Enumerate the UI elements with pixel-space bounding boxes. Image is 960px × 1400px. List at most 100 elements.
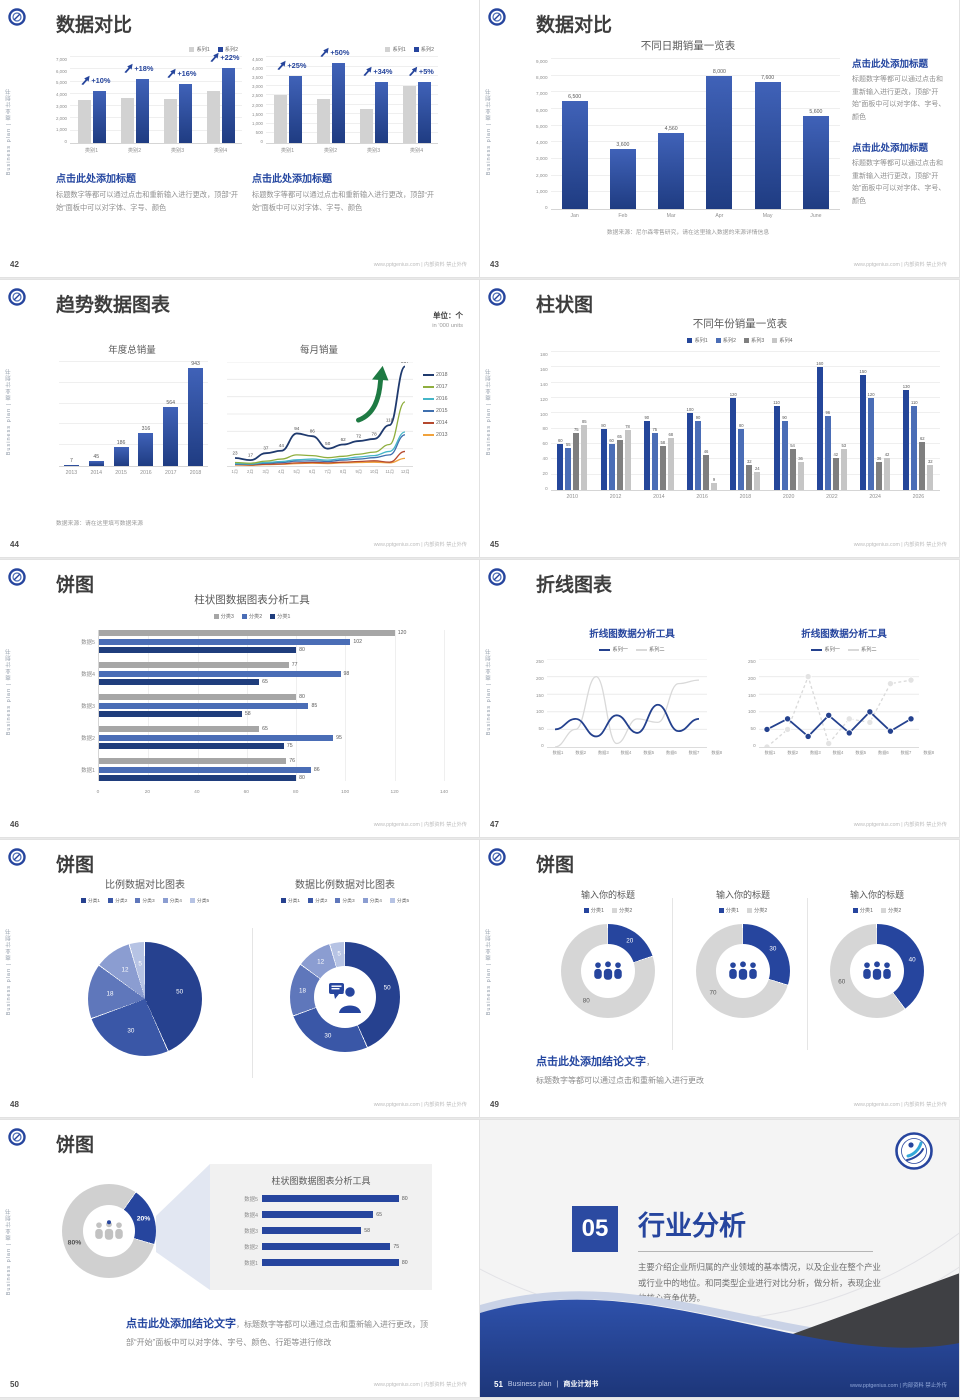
page-number: 45 bbox=[490, 540, 499, 549]
block-heading: 点击此处添加标题 bbox=[252, 174, 332, 185]
slide-title: 趋势数据图表 bbox=[56, 295, 171, 316]
slide-title: 饼图 bbox=[56, 575, 95, 596]
chart-block: 不同日期销量一览表 9,000 8,000 7,000 6,000 5,000 4,000… bbox=[536, 38, 840, 236]
slide-thumbnail-46[interactable]: Business plan | 商业计划书 饼图 柱状图数据图表分析工具 分类3… bbox=[0, 559, 480, 838]
pie-block: 比例数据对比图表 分类1 分类2 分类3 分类4 分类5 bbox=[52, 876, 238, 904]
sidebar-vertical-text: Business plan | 商业计划书 bbox=[6, 368, 12, 456]
sidebar-vertical-text: Business plan | 商业计划书 bbox=[486, 368, 492, 456]
text-block-2: 点击此处添加标题 标题数字等都可以通过点击和重新输入进行更改，顶部“开始”面板中… bbox=[852, 140, 948, 208]
page-number: 50 bbox=[10, 1380, 19, 1389]
chart-legend: 2018 2017 2016 2015 2014 2013 bbox=[419, 362, 452, 438]
slide-thumbnail-43[interactable]: Business plan | 商业计划书 数据对比 不同日期销量一览表 9,0… bbox=[479, 0, 960, 278]
chart-block-right: 系列1 系列2 4,500 4,000 3,500 3,000 2,500 2,000 1,5… bbox=[252, 46, 438, 215]
footer-watermark: www.pptgenius.com | 内部资料 禁止外传 bbox=[373, 542, 467, 548]
divider bbox=[807, 898, 808, 1050]
page-number: 44 bbox=[10, 540, 19, 549]
chart-legend: 分类3 分类2 分类1 bbox=[60, 613, 444, 620]
text-block-1: 点击此处添加标题 标题数字等都可以通过点击和重新输入进行更改，顶部“开始”面板中… bbox=[852, 56, 948, 124]
funnel-connector bbox=[156, 1164, 210, 1290]
line-chart: 231737449486506272781182871月2月3月4月5月6月7月… bbox=[224, 359, 413, 475]
svg-text:72: 72 bbox=[356, 434, 362, 439]
chart-legend: 系列一 系列二 bbox=[536, 646, 728, 653]
divider bbox=[672, 898, 673, 1050]
people-group-icon bbox=[594, 960, 622, 981]
donut-chart-wrap: 50 30 18 12 5 bbox=[290, 942, 400, 1052]
slide-title: 柱状图 bbox=[536, 295, 594, 316]
bar-chart: 9,000 8,000 7,000 6,000 5,000 4,000 3,000 2,000… bbox=[536, 58, 840, 219]
people-group-icon bbox=[863, 960, 891, 981]
block-heading: 点击此处添加标题 bbox=[56, 174, 136, 185]
chart-title: 折线图数据分析工具 bbox=[589, 629, 675, 640]
brand-badge-icon bbox=[8, 848, 26, 866]
slide-thumbnail-50[interactable]: Business plan | 商业计划书 饼图 20% 80% 柱状图数据图表分… bbox=[0, 1119, 480, 1398]
slide-thumbnail-49[interactable]: Business plan | 商业计划书 饼图 输入你的标题 分类1 分类2 2… bbox=[479, 839, 960, 1118]
svg-text:78: 78 bbox=[372, 431, 378, 436]
horizontal-bar-chart: 数据5 120 102 80 数据4 77 98 65 数据3 80 85 58 数据2 65 95 75 数据… bbox=[81, 630, 449, 795]
page-number: 47 bbox=[490, 820, 499, 829]
block-heading: 点击此处添加标题 bbox=[852, 59, 929, 70]
chart-legend: 系列1 系列2 系列3 系列4 bbox=[540, 337, 940, 344]
line-chart: 250 200 150 100 50 0 数据1 数据2 数据3 数据4 数据5 数据6 数据7 数据8 bbox=[748, 658, 935, 755]
brand-badge-icon bbox=[488, 568, 506, 586]
slide-title: 数据对比 bbox=[536, 15, 613, 36]
chart-title: 数据比例数据对比图表 bbox=[295, 880, 395, 891]
section-description: 主要介绍企业所归属的产业领域的基本情况，以及企业在整个产业或行业中的地位。和同类… bbox=[638, 1262, 881, 1304]
page-number: 46 bbox=[10, 820, 19, 829]
page-number: 49 bbox=[490, 1100, 499, 1109]
chart-legend: 分类1 分类2 bbox=[538, 907, 678, 914]
divider bbox=[252, 928, 253, 1078]
conclusion-body: 标题数字等都可以通过点击和重新输入进行更改 bbox=[536, 1076, 704, 1085]
conclusion-block: 点击此处添加结论文字， 标题数字等都可以通过点击和重新输入进行更改 bbox=[536, 1052, 704, 1086]
donut-block: 数据比例数据对比图表 分类1 分类2 分类3 分类4 分类5 bbox=[252, 876, 438, 904]
slide-thumbnail-47[interactable]: Business plan | 商业计划书 折线图表 折线图数据分析工具 系列一… bbox=[479, 559, 960, 838]
data-source-note: 数据来源：尼尔森零售研究，请在这里输入数据的来源详情信息 bbox=[606, 230, 770, 236]
svg-text:37: 37 bbox=[263, 446, 269, 451]
conclusion-comma: ， bbox=[646, 1057, 656, 1067]
slide-thumbnail-44[interactable]: Business plan | 商业计划书 趋势数据图表 单位：个 in '00… bbox=[0, 279, 480, 558]
grouped-bar-chart: 180 160 140 120 100 80 60 40 20 0 60 55 75 85 80 60 65 78… bbox=[540, 351, 940, 500]
chart-title: 年度总销量 bbox=[108, 345, 156, 356]
title-underline bbox=[638, 1251, 873, 1252]
slide-thumbnail-48[interactable]: Business plan | 商业计划书 饼图 比例数据对比图表 分类1 分类2… bbox=[0, 839, 480, 1118]
page-number: 51 bbox=[494, 1379, 503, 1389]
donut-chart-wrap: 30 70 bbox=[696, 924, 790, 1018]
chart-title: 比例数据对比图表 bbox=[105, 880, 185, 891]
svg-text:94: 94 bbox=[294, 426, 300, 431]
donut-chart-wrap: 40 60 bbox=[830, 924, 924, 1018]
footer-watermark: www.pptgenius.com | 内部资料 禁止外传 bbox=[853, 542, 947, 548]
slide-thumbnail-42[interactable]: Business plan | 商业计划书 数据对比 系列1 系列2 7,000 6… bbox=[0, 0, 480, 278]
svg-text:44: 44 bbox=[279, 443, 285, 448]
slide-thumbnail-51[interactable]: 05 行业分析 主要介绍企业所归属的产业领域的基本情况，以及企业在整个产业或行业… bbox=[479, 1119, 960, 1398]
page-number: 42 bbox=[10, 260, 19, 269]
chart-legend: 分类1 分类2 分类3 分类4 分类5 bbox=[252, 897, 438, 904]
footer-book-title: 商业计划书 bbox=[563, 1381, 599, 1388]
footer-separator: | bbox=[556, 1380, 559, 1388]
svg-text:62: 62 bbox=[341, 437, 347, 442]
block-heading: 点击此处添加标题 bbox=[852, 143, 929, 154]
conclusion-heading: 点击此处添加结论文字 bbox=[126, 1318, 236, 1330]
slide-thumbnail-45[interactable]: Business plan | 商业计划书 柱状图 不同年份销量一览表 系列1 系… bbox=[479, 279, 960, 558]
chart-title: 不同年份销量一览表 bbox=[692, 318, 788, 330]
chart-title: 输入你的标题 bbox=[580, 890, 635, 900]
chart-title: 输入你的标题 bbox=[715, 890, 770, 900]
chart-block: 不同年份销量一览表 系列1 系列2 系列3 系列4 180 160 140 120 100 80… bbox=[540, 316, 940, 500]
line-chart-block-right: 折线图数据分析工具 系列一 系列二 250 200 150 100 50 0 数据1 数据2 数据… bbox=[748, 626, 940, 756]
donut-block-1: 输入你的标题 分类1 分类2 bbox=[538, 888, 678, 914]
footer-watermark: www.pptgenius.com | 内部资料 禁止外传 bbox=[373, 1382, 467, 1388]
sidebar-vertical-text: Business plan | 商业计划书 bbox=[6, 1208, 12, 1296]
footer-watermark: www.pptgenius.com | 内部资料 禁止外传 bbox=[373, 1102, 467, 1108]
donut-chart: 50 30 18 12 5 bbox=[290, 942, 400, 1052]
monthly-sales-chart-block: 每月销量 231737449486506272781182871月2月3月4月5… bbox=[224, 342, 470, 475]
donut-block-3: 输入你的标题 分类1 分类2 bbox=[807, 888, 947, 914]
cover-wave-graphic bbox=[480, 1273, 959, 1397]
footer-brand: Business plan bbox=[507, 1380, 552, 1388]
sidebar-vertical-text: Business plan | 商业计划书 bbox=[6, 88, 12, 176]
brand-badge-icon bbox=[488, 8, 506, 26]
footer-watermark: www.pptgenius.com | 内部资料 禁止外传 bbox=[853, 262, 947, 268]
line-chart-block-left: 折线图数据分析工具 系列一 系列二 250 200 150 100 50 0 数据1 数据2 数据… bbox=[536, 626, 728, 756]
bar-chart: 7 45 186 316 564 943 2013 2014 2015 2016 2017 2018 bbox=[56, 361, 208, 476]
svg-text:287: 287 bbox=[401, 362, 409, 364]
chart-block-left: 系列1 系列2 7,000 6,000 5,000 4,000 3,000 2,000 1,0… bbox=[56, 46, 242, 215]
svg-text:86: 86 bbox=[310, 429, 316, 434]
